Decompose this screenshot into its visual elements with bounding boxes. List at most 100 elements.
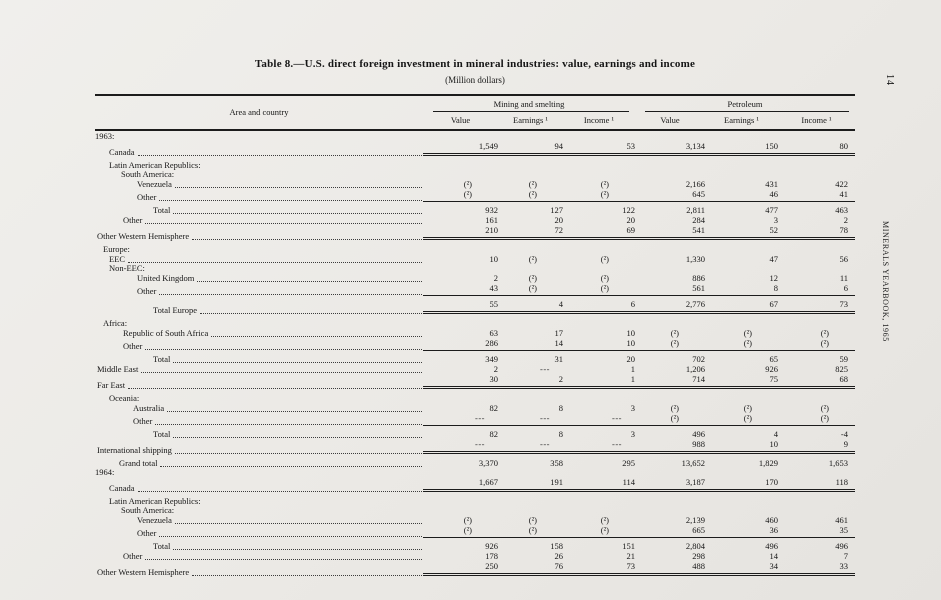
value-cell: 20 [626, 354, 636, 364]
value-cell: 127 [550, 205, 563, 215]
row-label: Republic of South Africa [123, 328, 209, 338]
row-stub: Total Europe [95, 306, 423, 315]
dot-leader [174, 452, 422, 454]
row-stub: Canada [95, 148, 423, 157]
value-cell: 3 [630, 429, 635, 439]
row-stub: EEC [95, 255, 423, 264]
value-cell: 1,653 [828, 458, 848, 468]
row-stub: Other [95, 216, 423, 225]
running-margin-title: MINERALS YEARBOOK, 1965 [881, 221, 890, 342]
stub-column-header: Area and country [229, 107, 289, 117]
value-cell [563, 169, 635, 170]
row-stub: 1963: [95, 132, 423, 141]
value-cell: 35 [839, 525, 849, 535]
value-cell: 8 [773, 283, 778, 293]
row-cells: (²) (²) (²) 2,139 460 461 [423, 515, 855, 525]
row-label: Other [137, 192, 157, 202]
value-cell: (²) [463, 189, 472, 199]
value-cell: 158 [550, 541, 563, 551]
value-cell: 191 [550, 477, 563, 487]
value-cell: 72 [554, 225, 564, 235]
row-cells: 82 8 3 496 4 -4 [423, 429, 855, 439]
value-cell: 4 [558, 299, 563, 309]
table-row: EEC 10 (²) (²) 1,330 47 56 [95, 254, 855, 264]
value-cell: 295 [622, 458, 635, 468]
page-number: 14 [884, 74, 895, 86]
value-cell: 170 [765, 477, 778, 487]
value-cell: (²) [600, 273, 609, 283]
value-cell: 496 [835, 541, 848, 551]
value-cell: 47 [769, 254, 779, 264]
value-cell: (²) [528, 515, 537, 525]
value-cell: 178 [485, 551, 498, 561]
table-row: Grand total 3,370 358 295 13,652 1,829 1,653 [95, 458, 855, 468]
value-cell: 67 [769, 299, 779, 309]
dot-leader [200, 312, 422, 314]
value-cell: --- [540, 439, 550, 449]
value-cell: 349 [485, 354, 498, 364]
row-stub: Grand total [95, 459, 423, 468]
dot-leader [173, 548, 422, 550]
value-cell: (²) [528, 273, 537, 283]
dot-leader [197, 280, 422, 282]
value-cell: (²) [600, 515, 609, 525]
row-cells: 250 76 73 488 34 33 [423, 561, 855, 576]
value-cell: (²) [820, 328, 829, 338]
table-row: Middle East 2 --- 1 1,206 926 825 [95, 364, 855, 374]
dot-leader [141, 371, 422, 373]
row-cells: 82 8 3 (²) (²) (²) [423, 403, 855, 413]
row-label: Total [153, 429, 171, 439]
row-label: Total [153, 541, 171, 551]
value-cell: 52 [769, 225, 779, 235]
value-cell: 3,134 [685, 141, 705, 151]
value-cell: 73 [839, 299, 849, 309]
value-cell: 210 [485, 225, 498, 235]
value-cell: 14 [769, 551, 779, 561]
table-row: 1964: [95, 468, 855, 477]
table-row: Venezuela (²) (²) (²) 2,139 460 461 [95, 515, 855, 525]
value-cell: 11 [839, 273, 848, 283]
value-cell: 2 [843, 215, 848, 225]
value-cell: 6 [630, 299, 635, 309]
table-row: Europe: [95, 245, 855, 254]
row-stub: Other Western Hemisphere [95, 232, 423, 241]
row-cells: 926 158 151 2,804 496 496 [423, 541, 855, 551]
col-header: Earnings ¹ [513, 115, 548, 125]
row-cells [423, 169, 855, 170]
table-row: Total 82 8 3 496 4 -4 [95, 429, 855, 439]
value-cell [423, 505, 498, 506]
value-cell: 26 [554, 551, 564, 561]
value-cell: 68 [839, 374, 849, 384]
value-cell: --- [612, 413, 622, 423]
value-cell: 2,776 [685, 299, 705, 309]
value-cell: (²) [670, 328, 679, 338]
table-body: 1963: Canada 1,549 94 53 3,134 150 80 Latin Amer… [95, 131, 855, 577]
value-cell: 10 [626, 338, 636, 348]
value-cell: (²) [820, 338, 829, 348]
table-row: 1963: [95, 132, 855, 141]
row-stub: Europe: [95, 245, 423, 254]
value-cell: 46 [769, 189, 779, 199]
value-cell: 431 [765, 179, 778, 189]
value-cell: 34 [769, 561, 779, 571]
value-cell: 31 [554, 354, 564, 364]
value-cell: 21 [626, 551, 636, 561]
value-cell: 1,667 [478, 477, 498, 487]
row-stub: Other [95, 417, 423, 426]
table-row: International shipping --- --- --- 988 10 9 [95, 439, 855, 455]
table-subtitle: (Million dollars) [445, 75, 505, 85]
row-label: Total [153, 205, 171, 215]
value-cell: 250 [485, 561, 498, 571]
value-cell: (²) [600, 283, 609, 293]
value-cell: 1,206 [685, 364, 705, 374]
row-stub: Far East [95, 381, 423, 390]
row-label: Venezuela [137, 515, 172, 525]
value-cell: 41 [839, 189, 849, 199]
value-cell: 82 [489, 429, 499, 439]
value-cell: (²) [670, 403, 679, 413]
value-cell [635, 505, 705, 506]
value-cell: 286 [485, 338, 498, 348]
value-cell: 76 [554, 561, 564, 571]
row-cells: 55 4 6 2,776 67 73 [423, 299, 855, 314]
